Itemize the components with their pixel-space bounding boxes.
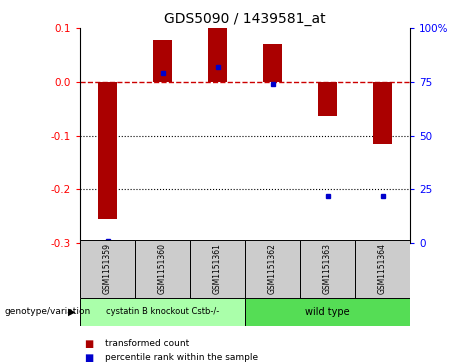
Text: ■: ■ xyxy=(85,353,94,363)
Bar xyxy=(300,240,355,298)
Title: GDS5090 / 1439581_at: GDS5090 / 1439581_at xyxy=(164,12,326,25)
Bar xyxy=(263,44,282,82)
Bar xyxy=(245,298,410,326)
Text: GSM1151363: GSM1151363 xyxy=(323,244,332,294)
Bar xyxy=(80,298,245,326)
Bar xyxy=(135,240,190,298)
Text: ■: ■ xyxy=(85,339,94,349)
Text: GSM1151364: GSM1151364 xyxy=(378,244,387,294)
Text: GSM1151360: GSM1151360 xyxy=(158,244,167,294)
Bar xyxy=(373,82,392,143)
Text: wild type: wild type xyxy=(305,307,350,317)
Bar xyxy=(153,40,172,82)
Text: percentile rank within the sample: percentile rank within the sample xyxy=(106,354,259,363)
Text: cystatin B knockout Cstb-/-: cystatin B knockout Cstb-/- xyxy=(106,307,219,317)
Text: transformed count: transformed count xyxy=(106,339,189,348)
Bar xyxy=(80,240,135,298)
Bar xyxy=(208,28,227,82)
Text: GSM1151359: GSM1151359 xyxy=(103,244,112,294)
Text: genotype/variation: genotype/variation xyxy=(5,307,91,317)
Bar xyxy=(318,82,337,115)
Text: ▶: ▶ xyxy=(68,307,76,317)
Bar xyxy=(245,240,300,298)
Bar xyxy=(190,240,245,298)
Bar xyxy=(355,240,410,298)
Bar xyxy=(98,82,117,219)
Text: GSM1151362: GSM1151362 xyxy=(268,244,277,294)
Text: GSM1151361: GSM1151361 xyxy=(213,244,222,294)
